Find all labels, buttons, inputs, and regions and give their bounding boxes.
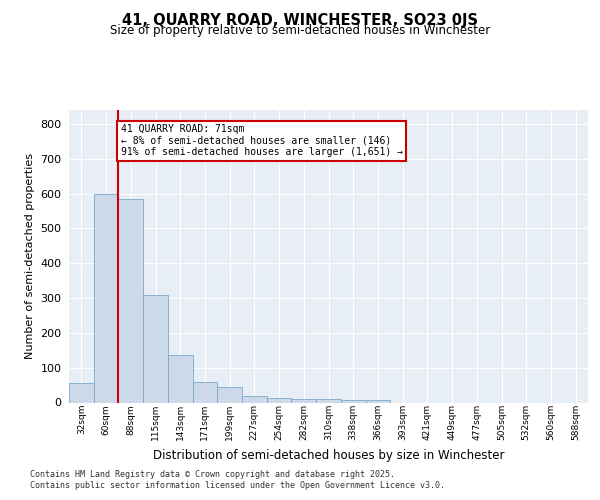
Bar <box>94 194 118 402</box>
Text: 41 QUARRY ROAD: 71sqm
← 8% of semi-detached houses are smaller (146)
91% of semi: 41 QUARRY ROAD: 71sqm ← 8% of semi-detac… <box>121 124 403 157</box>
Bar <box>143 294 168 403</box>
Bar <box>365 400 390 402</box>
Bar <box>341 400 365 402</box>
Bar <box>118 199 143 402</box>
Text: Contains public sector information licensed under the Open Government Licence v3: Contains public sector information licen… <box>30 481 445 490</box>
Bar <box>267 398 292 402</box>
Bar <box>193 382 217 402</box>
Bar <box>316 399 341 402</box>
Bar <box>217 387 242 402</box>
Bar <box>69 384 94 402</box>
Text: Size of property relative to semi-detached houses in Winchester: Size of property relative to semi-detach… <box>110 24 490 37</box>
Text: 41, QUARRY ROAD, WINCHESTER, SO23 0JS: 41, QUARRY ROAD, WINCHESTER, SO23 0JS <box>122 12 478 28</box>
Text: Contains HM Land Registry data © Crown copyright and database right 2025.: Contains HM Land Registry data © Crown c… <box>30 470 395 479</box>
Bar <box>242 396 267 402</box>
Bar <box>168 356 193 403</box>
X-axis label: Distribution of semi-detached houses by size in Winchester: Distribution of semi-detached houses by … <box>153 448 504 462</box>
Y-axis label: Number of semi-detached properties: Number of semi-detached properties <box>25 153 35 359</box>
Bar <box>292 399 316 402</box>
